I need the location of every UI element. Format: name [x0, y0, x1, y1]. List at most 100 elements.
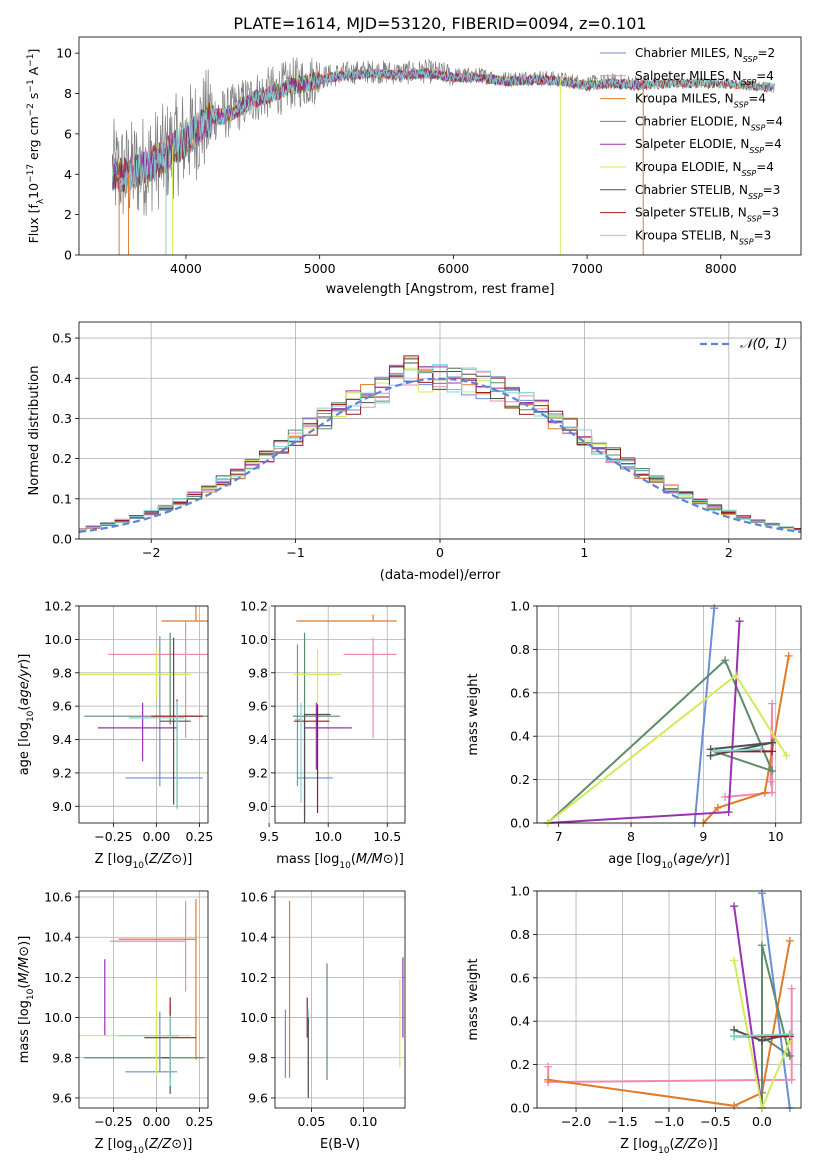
chart-mass_weight_vs_Z: −2.0 −1.5 −1.0 −0.5 0.0 0.0 0.2 0.4 0.6 0.8 1.0 Z [… — [466, 884, 802, 1156]
axes-frame — [78, 890, 209, 1109]
y-tick-label: 0.2 — [510, 1057, 530, 1072]
x-tick-label: 0.00 — [142, 1114, 170, 1129]
y-tick-label: 1.0 — [510, 884, 530, 899]
y-tick-label: 0.4 — [510, 729, 530, 744]
chart-mass_vs_Z: −0.25 0.00 0.25 9.6 9.8 10.0 10.2 10.4 10.6 Z [lo… — [17, 890, 213, 1156]
y-tick-label: 9.4 — [52, 732, 72, 747]
series-marker-chab_elodie — [768, 766, 777, 775]
x-tick-label: 7 — [555, 829, 563, 844]
y-tick-label: 9.8 — [248, 665, 268, 680]
x-tick-label: 7000 — [571, 261, 603, 276]
y-tick-label: 0.4 — [510, 1014, 530, 1029]
chart-mass_weight_vs_age: 7 8 9 10 0.0 0.2 0.4 0.6 0.8 1.0 age [log10(age/yr… — [466, 599, 802, 871]
y-tick-label: 2 — [64, 207, 72, 222]
x-tick-label: 8 — [627, 829, 635, 844]
legend-entry: Salpeter STELIB, NSSP=3 — [635, 206, 779, 224]
y-tick-label: 10.2 — [44, 599, 72, 614]
histogram-chab_elodie — [79, 357, 801, 530]
x-axis-label: (data-model)/error — [380, 568, 501, 583]
series-marker-chab_stelib — [757, 1036, 766, 1045]
x-tick-label: 4000 — [170, 261, 202, 276]
x-tick-label: 10 — [768, 829, 784, 844]
y-tick-label: 10.0 — [240, 632, 268, 647]
series-marker-chab_elodie — [785, 1051, 794, 1060]
y-axis-label: mass weight — [466, 673, 481, 755]
x-tick-label: −2.0 — [561, 1114, 591, 1129]
series-line-chab_miles — [693, 608, 716, 824]
y-tick-label: 9.2 — [248, 765, 268, 780]
histogram-chab_miles — [79, 364, 801, 531]
series-marker-krou_stelib — [785, 1030, 794, 1039]
series-line-chab_elodie — [761, 945, 792, 1108]
histogram-salp_miles — [79, 364, 801, 530]
y-tick-label: 9.6 — [52, 1090, 72, 1105]
model-spectrum-salp_elodie — [112, 68, 647, 189]
y-tick-label: 0.8 — [510, 927, 530, 942]
x-tick-label: −1.5 — [607, 1114, 637, 1129]
y-tick-label: 9.6 — [52, 699, 72, 714]
series-marker-salp_miles — [787, 984, 796, 993]
chart-mass_vs_EBV: 0.05 0.10 9.6 9.8 10.0 10.2 10.4 10.6 E(B-V) — [240, 890, 406, 1152]
y-axis-label: age [log10(age/yr)] — [17, 654, 36, 776]
series-line-chab_elodie — [547, 658, 774, 824]
x-tick-label: −2 — [142, 545, 160, 560]
y-tick-label: 0 — [64, 248, 72, 263]
series-marker-krou_miles — [784, 651, 793, 660]
series-marker-krou_elodie — [731, 671, 740, 680]
y-tick-label: 10.6 — [44, 890, 72, 905]
x-axis-label: mass [log10(M/M⊙)] — [276, 852, 404, 871]
y-tick-label: 10.6 — [240, 890, 268, 905]
legend-entry: 𝒩(0, 1) — [740, 337, 787, 352]
series-line-krou_miles — [702, 655, 790, 824]
x-tick-label: −0.5 — [700, 1114, 730, 1129]
x-tick-label: 0.05 — [297, 1114, 325, 1129]
legend-entry: Kroupa ELODIE, NSSP=4 — [635, 160, 774, 178]
x-tick-label: 1 — [580, 545, 588, 560]
histogram-krou_stelib — [79, 364, 801, 531]
series-line-salp_elodie — [733, 906, 763, 1109]
y-tick-label: 10 — [56, 46, 72, 61]
legend-entry: Salpeter ELODIE, NSSP=4 — [635, 137, 782, 155]
series-line-krou_stelib — [734, 1033, 790, 1038]
series-marker-salp_miles — [766, 777, 775, 786]
x-axis-label: wavelength [Angstrom, rest frame] — [326, 282, 555, 297]
y-tick-label: 10.2 — [44, 970, 72, 985]
y-tick-label: 9.0 — [52, 799, 72, 814]
x-tick-label: −1.0 — [654, 1114, 684, 1129]
y-tick-label: 10.0 — [44, 632, 72, 647]
age_vs_Z-marks — [79, 606, 208, 810]
y-tick-label: 10.0 — [44, 1010, 72, 1025]
x-tick-label: 9 — [699, 829, 707, 844]
y-tick-label: 0.8 — [510, 642, 530, 657]
model-spectrum-krou_stelib — [112, 67, 775, 193]
y-tick-label: 9.6 — [248, 1090, 268, 1105]
series-marker-krou_stelib — [710, 747, 719, 756]
x-tick-label: 6000 — [437, 261, 469, 276]
series-marker-krou_stelib — [730, 1032, 739, 1041]
series-marker-krou_elodie — [730, 956, 739, 965]
chart-age_vs_mass: 9.5 10.0 10.5 9.0 9.2 9.4 9.6 9.8 10.0 10.2 mass [… — [240, 599, 406, 871]
y-tick-label: 4 — [64, 167, 72, 182]
y-tick-label: 9.6 — [248, 699, 268, 714]
chart-age_vs_Z: −0.25 0.00 0.25 9.0 9.2 9.4 9.6 9.8 10.0 10.2 Z [l… — [17, 599, 213, 872]
series-marker-chab_elodie — [757, 941, 766, 950]
age_vs_mass-marks — [292, 614, 397, 823]
y-tick-label: 0.0 — [510, 1101, 530, 1116]
series-marker-chab_elodie — [721, 656, 730, 665]
y-tick-label: 10.4 — [240, 930, 268, 945]
legend-entry: Chabrier ELODIE, NSSP=4 — [635, 114, 783, 131]
y-axis-label: Normed distribution — [27, 366, 42, 496]
series-marker-salp_elodie — [730, 902, 739, 911]
y-tick-label: 0.0 — [510, 816, 530, 831]
axes-frame — [274, 605, 406, 824]
histogram-krou_elodie — [79, 367, 801, 531]
legend-entry: Chabrier STELIB, NSSP=3 — [635, 183, 780, 201]
x-tick-label: 10.5 — [373, 829, 401, 844]
histogram-chab_stelib — [79, 362, 801, 531]
series-marker-salp_stelib — [768, 747, 777, 756]
chart-residuals: −2 −1 0 1 2 0.0 0.1 0.2 0.3 0.4 0.5 𝒩(0, 1) (data-mo… — [27, 321, 802, 583]
x-axis-label: age [log10(age/yr)] — [608, 852, 730, 871]
x-tick-label: 5000 — [304, 261, 336, 276]
y-tick-label: 9.4 — [248, 732, 268, 747]
